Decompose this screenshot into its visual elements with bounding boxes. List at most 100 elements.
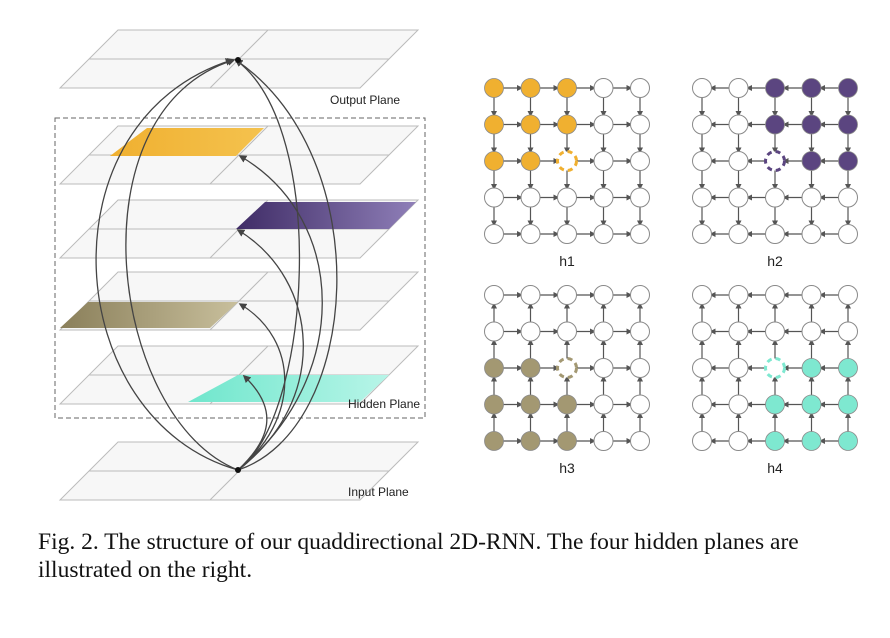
- hidden-plane-h4: [58, 345, 420, 405]
- grid-node-empty: [630, 78, 650, 98]
- grid-node-empty: [692, 151, 712, 171]
- grid-node-empty: [593, 78, 614, 98]
- grid-node-filled: [765, 431, 785, 451]
- grid-node-filled: [520, 431, 541, 451]
- h2-quadrant: [236, 202, 416, 229]
- grid-label-h1: h1: [559, 253, 575, 269]
- grid-node-empty: [801, 224, 822, 244]
- grid-node-empty: [838, 321, 858, 342]
- grid-node-empty: [593, 394, 614, 415]
- grid-node-empty: [593, 285, 614, 305]
- grid-node-filled: [557, 114, 577, 135]
- grid-node-empty: [728, 78, 749, 98]
- grid-label-h4: h4: [767, 460, 783, 476]
- grid-node-filled: [557, 394, 577, 415]
- grid-node-filled: [801, 114, 822, 135]
- hidden-plane-h2: [58, 199, 420, 259]
- output-point: [235, 57, 241, 63]
- grid-node-empty: [593, 431, 614, 451]
- grid-h4: h4: [692, 285, 858, 476]
- grid-node-filled: [520, 394, 541, 415]
- grid-node-filled: [838, 151, 858, 171]
- arrow-input-to-output-2: [125, 58, 239, 471]
- grid-node-empty: [557, 321, 577, 342]
- grid-node-empty: [838, 285, 858, 305]
- grid-node-empty: [630, 187, 650, 208]
- arrow-input-to-h3: [237, 303, 286, 471]
- input-point: [235, 467, 241, 473]
- grid-label-h3: h3: [559, 460, 575, 476]
- grid-node-current: [764, 357, 786, 379]
- hidden-plane-h3: [58, 271, 420, 331]
- grid-node-filled: [484, 394, 504, 415]
- grid-node-empty: [630, 431, 650, 451]
- grid-node-empty: [765, 321, 785, 342]
- arrow-input-to-output-3: [234, 59, 338, 471]
- grid-node-filled: [801, 394, 822, 415]
- grid-node-empty: [765, 285, 785, 305]
- grid-node-filled: [484, 78, 504, 98]
- grid-node-empty: [692, 78, 712, 98]
- grid-node-empty: [692, 187, 712, 208]
- grid-node-empty: [728, 358, 749, 378]
- arrow-input-to-output-1: [95, 58, 239, 471]
- grid-node-empty: [557, 285, 577, 305]
- grid-node-empty: [630, 285, 650, 305]
- grid-node-filled: [838, 394, 858, 415]
- h4-quadrant: [188, 375, 389, 402]
- grid-node-filled: [838, 114, 858, 135]
- grid-h3: h3: [484, 285, 650, 476]
- grid-node-empty: [520, 187, 541, 208]
- grid-node-filled: [520, 114, 541, 135]
- grid-node-empty: [838, 187, 858, 208]
- grid-node-empty: [630, 114, 650, 135]
- grid-node-empty: [838, 224, 858, 244]
- grid-node-filled: [520, 78, 541, 98]
- grid-node-empty: [630, 151, 650, 171]
- grid-node-empty: [692, 114, 712, 135]
- grid-node-filled: [801, 358, 822, 378]
- grid-node-empty: [593, 224, 614, 244]
- grid-node-empty: [801, 187, 822, 208]
- grid-node-empty: [728, 321, 749, 342]
- grid-node-empty: [692, 224, 712, 244]
- grid-node-empty: [728, 394, 749, 415]
- arrow-input-to-h1: [237, 155, 323, 471]
- grid-node-empty: [728, 151, 749, 171]
- grid-node-empty: [765, 187, 785, 208]
- grid-node-filled: [838, 358, 858, 378]
- hidden-planes-dashed-box: [54, 117, 426, 419]
- grid-node-filled: [557, 78, 577, 98]
- figure: Output Plane Hidden Plane Input Plane h1…: [54, 29, 858, 501]
- grid-node-empty: [520, 321, 541, 342]
- grid-node-empty: [765, 224, 785, 244]
- hidden-plane-grids: h1 h2 h3 h4: [484, 78, 858, 476]
- grid-node-filled: [484, 358, 504, 378]
- grid-node-filled: [801, 78, 822, 98]
- grid-node-filled: [838, 78, 858, 98]
- input-plane-label: Input Plane: [348, 485, 409, 499]
- grid-node-empty: [728, 224, 749, 244]
- grid-node-empty: [692, 394, 712, 415]
- grid-node-empty: [484, 321, 504, 342]
- output-plane-label: Output Plane: [330, 93, 400, 107]
- hidden-plane-label: Hidden Plane: [348, 397, 420, 411]
- grid-node-empty: [557, 187, 577, 208]
- grid-node-empty: [520, 224, 541, 244]
- grid-node-empty: [728, 431, 749, 451]
- figure-caption: Fig. 2. The structure of our quaddirecti…: [38, 529, 799, 583]
- grid-node-empty: [520, 285, 541, 305]
- connection-arrows: [95, 58, 338, 471]
- grid-h1: h1: [484, 78, 650, 269]
- grid-node-empty: [593, 114, 614, 135]
- grid-node-filled: [557, 431, 577, 451]
- arrow-input-to-h4: [237, 374, 268, 471]
- grid-node-empty: [728, 285, 749, 305]
- grid-node-empty: [801, 321, 822, 342]
- grid-node-empty: [692, 321, 712, 342]
- h3-quadrant: [60, 302, 238, 328]
- grid-node-empty: [630, 321, 650, 342]
- grid-node-filled: [520, 151, 541, 171]
- grid-node-filled: [765, 394, 785, 415]
- grid-node-empty: [484, 224, 504, 244]
